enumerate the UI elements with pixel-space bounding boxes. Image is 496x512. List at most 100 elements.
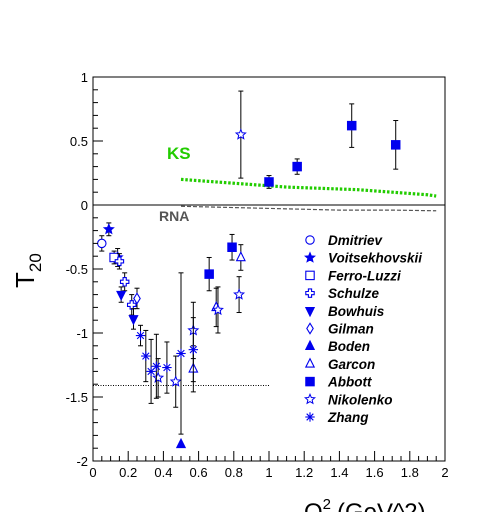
x-tick-label: 1.6 xyxy=(366,465,384,480)
marker-shape xyxy=(204,269,214,279)
data-point-abbott xyxy=(204,256,214,292)
legend-entry-schulze: Schulze xyxy=(305,286,380,301)
marker-nikolenko xyxy=(233,288,246,300)
y-tick-label: 1 xyxy=(81,70,88,85)
y-tick-label: -2 xyxy=(76,454,88,469)
data-point-gilman xyxy=(133,287,141,310)
legend-marker-gilman xyxy=(306,322,314,335)
legend-entry-zhang: Zhang xyxy=(305,410,369,425)
data-point-zhang xyxy=(141,329,151,383)
x-tick-label: 1.8 xyxy=(401,465,419,480)
legend-entry-garcon: Garcon xyxy=(304,357,375,372)
marker-abbott xyxy=(292,161,302,172)
marker-zhang xyxy=(176,348,186,359)
data-point-abbott xyxy=(390,120,401,170)
marker-shape xyxy=(305,270,315,281)
marker-abbott xyxy=(204,269,214,279)
marker-shape xyxy=(233,288,246,300)
marker-shape xyxy=(305,288,315,298)
axis-ticks: 0 0.2 0.4 0.6 0.8 1 1.2 1.4 1.6 1.8 2 1 0.5 0 -0.5 -1 -1… xyxy=(66,70,449,480)
x-tick-label: 0.6 xyxy=(190,465,208,480)
y-tick-label: 0.5 xyxy=(70,134,88,149)
data-point-abbott xyxy=(292,158,302,175)
marker-shape xyxy=(114,256,125,267)
marker-abbott xyxy=(227,242,237,252)
marker-stroke xyxy=(152,362,161,370)
x-tick-label: 0 xyxy=(89,465,96,480)
x-axis-title: Q2 (GeV^2) xyxy=(304,496,426,512)
legend-label: Ferro-Luzzi xyxy=(328,268,401,283)
legend-entry-dmitriev: Dmitriev xyxy=(305,233,384,248)
data-point-dmitriev xyxy=(97,235,107,252)
marker-shape xyxy=(390,140,401,150)
data-point-zhang xyxy=(151,333,162,399)
data-point-abbott xyxy=(227,233,237,261)
legend-marker-schulze xyxy=(305,288,315,298)
marker-shape xyxy=(128,315,139,326)
curve-rna xyxy=(180,205,437,212)
data-point-zhang xyxy=(146,338,156,404)
data-point-bowhuis xyxy=(116,286,127,303)
legend-marker-nikolenko xyxy=(304,392,316,405)
data-point-nikolenko xyxy=(234,90,247,179)
marker-voitsekhovskii xyxy=(102,223,115,235)
marker-shape xyxy=(264,177,274,187)
x-tick-label: 2 xyxy=(441,465,448,480)
marker-garcon xyxy=(235,251,246,262)
marker-boden xyxy=(175,437,187,449)
marker-stroke xyxy=(189,345,198,354)
data-point-zhang xyxy=(188,317,199,383)
legend-label: Dmitriev xyxy=(328,233,384,248)
legend-label: Abbott xyxy=(327,375,372,390)
marker-shape xyxy=(97,238,107,249)
marker-nikolenko xyxy=(234,128,247,140)
marker-shape xyxy=(152,371,165,383)
marker-shape xyxy=(304,307,316,318)
y-tick-label: -1 xyxy=(76,326,88,341)
marker-zhang xyxy=(151,361,162,371)
x-tick-label: 1.2 xyxy=(295,465,313,480)
data-point-zhang xyxy=(176,272,186,435)
marker-abbott xyxy=(264,177,274,187)
x-axis-title-main: Q xyxy=(304,499,323,512)
x-tick-label: 1.4 xyxy=(330,465,348,480)
data-point-schulze xyxy=(114,253,125,270)
legend-label: Garcon xyxy=(328,357,375,372)
marker-shape xyxy=(346,120,357,131)
marker-zhang xyxy=(135,330,146,341)
marker-shape xyxy=(305,376,315,387)
data-point-nikolenko xyxy=(152,358,165,398)
marker-shape xyxy=(292,161,302,172)
y-axis-title: T20 xyxy=(10,253,45,288)
legend-label: Nikolenko xyxy=(328,392,393,407)
legend-entry-voitsekhovskii: Voitsekhovskii xyxy=(304,251,422,266)
marker-shape xyxy=(211,303,224,316)
x-tick-label: 0.4 xyxy=(154,465,172,480)
data-point-nikolenko xyxy=(233,276,246,314)
curve-label-ks: KS xyxy=(167,144,191,163)
marker-stroke xyxy=(163,363,171,372)
marker-zhang xyxy=(162,362,172,373)
legend-marker-zhang xyxy=(305,412,315,422)
data-point-boden xyxy=(175,437,187,449)
data-point-garcon xyxy=(235,244,246,271)
x-axis-title-units: (GeV^2) xyxy=(337,499,426,512)
marker-nikolenko xyxy=(152,371,165,383)
legend-entry-boden: Boden xyxy=(304,339,370,354)
legend-label: Voitsekhovskii xyxy=(328,251,422,266)
marker-abbott xyxy=(390,140,401,150)
legend-entry-nikolenko: Nikolenko xyxy=(304,392,393,407)
legend-marker-abbott xyxy=(305,376,315,387)
legend-label: Gilman xyxy=(328,322,374,337)
marker-stroke xyxy=(136,331,145,340)
marker-shape xyxy=(133,292,141,305)
legend-label: Boden xyxy=(328,339,370,354)
marker-schulze xyxy=(119,277,130,287)
marker-shape xyxy=(305,235,315,245)
marker-abbott xyxy=(346,120,357,131)
marker-stroke xyxy=(142,352,150,360)
marker-shape xyxy=(227,242,237,252)
marker-nikolenko xyxy=(169,375,182,387)
legend-label: Bowhuis xyxy=(328,304,385,319)
